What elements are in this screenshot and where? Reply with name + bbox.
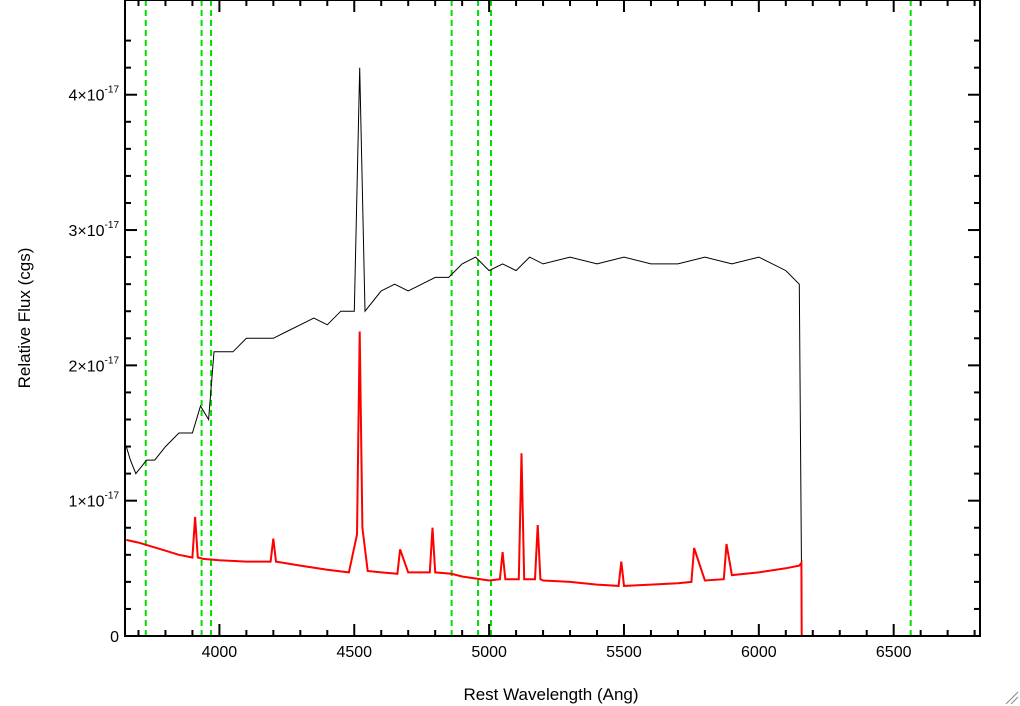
y-tick-label: 1×10-17: [69, 491, 120, 511]
resize-grip-icon[interactable]: [1005, 691, 1019, 705]
series-line-1: [126, 331, 980, 636]
x-tick-label: 5500: [606, 644, 642, 661]
x-tick-label: 4000: [202, 644, 238, 661]
y-axis-label: Relative Flux (cgs): [15, 248, 34, 389]
y-tick-label: 0: [110, 629, 119, 646]
x-axis-label: Rest Wavelength (Ang): [463, 685, 638, 704]
y-tick-label: 3×10-17: [69, 220, 120, 240]
x-tick-label: 5000: [471, 644, 507, 661]
y-tick-label: 2×10-17: [69, 355, 120, 375]
x-tick-label: 6000: [741, 644, 777, 661]
y-tick-label: 4×10-17: [69, 85, 120, 105]
plot-frame: [124, 0, 981, 637]
series-line-0: [125, 67, 803, 636]
x-tick-label: 6500: [876, 644, 912, 661]
x-tick-label: 4500: [336, 644, 372, 661]
